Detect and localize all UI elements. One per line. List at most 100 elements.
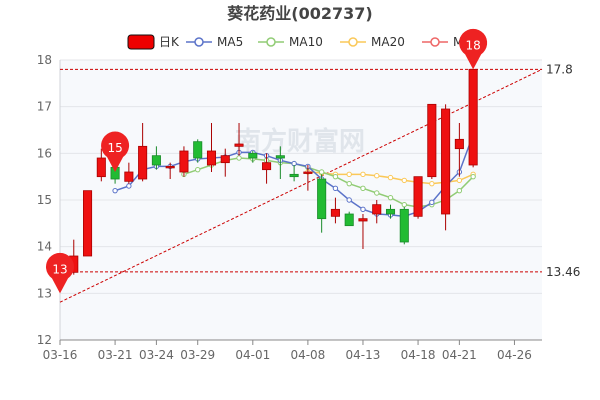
ma5-point <box>360 206 366 213</box>
ma10-point <box>195 166 201 173</box>
candle <box>83 190 93 257</box>
y-tick-label: 18 <box>37 53 52 67</box>
annotation-label: 17.8 <box>546 62 573 76</box>
y-tick-label: 15 <box>37 193 52 207</box>
candle <box>303 165 313 191</box>
ma10-point <box>387 194 394 201</box>
legend-swatch-dot <box>348 37 358 47</box>
ma10-point <box>401 201 407 208</box>
ma20-point <box>401 177 407 184</box>
x-tick-label: 03-24 <box>139 348 174 362</box>
candle <box>151 146 161 170</box>
candle-body <box>468 68 478 166</box>
y-axis: 12 13 14 15 16 17 18 <box>37 53 52 347</box>
x-tick-label: 03-29 <box>180 348 215 362</box>
candle <box>468 68 478 168</box>
ma10-point <box>318 169 325 175</box>
candle-body <box>399 208 409 243</box>
ma20-point <box>456 177 463 184</box>
candle-body <box>83 190 93 257</box>
candle <box>179 146 189 177</box>
candle <box>454 123 464 177</box>
ma5-point <box>112 187 118 194</box>
x-axis: 03-16 03-21 03-24 03-29 04-01 04-08 04-13 04-18… <box>43 339 542 362</box>
candle <box>344 211 354 227</box>
candle-body <box>413 176 423 217</box>
chart-title: 葵花药业(002737) <box>227 4 372 23</box>
candle-body <box>385 208 396 215</box>
pin-marker <box>101 131 130 172</box>
candle-body <box>220 155 230 164</box>
legend-swatch-dot <box>266 37 276 47</box>
candle <box>124 162 134 184</box>
legend-item-ma20[interactable]: MA20 <box>340 35 405 49</box>
legend-swatch-dot <box>430 37 440 47</box>
candle-body <box>427 103 437 178</box>
legend-label: MA5 <box>217 35 243 49</box>
x-tick-label: 04-01 <box>235 348 270 362</box>
x-tick-label: 03-21 <box>98 348 133 362</box>
legend[interactable]: 日KMA5MA10MA20MA30 <box>127 34 487 50</box>
ma5-point <box>126 183 132 189</box>
annotations: 17.8 13.46 <box>59 62 580 303</box>
legend-item-ma10[interactable]: MA10 <box>258 35 323 49</box>
ma10-line <box>183 157 474 208</box>
candle <box>441 104 451 231</box>
pin-marker <box>459 28 488 70</box>
candle <box>358 214 368 249</box>
candle <box>330 197 340 224</box>
pin-label: 15 <box>107 141 122 155</box>
candle-body <box>124 171 134 182</box>
x-tick-label: 04-08 <box>290 348 325 362</box>
candle <box>248 151 258 163</box>
ma10-point <box>236 155 242 161</box>
ma10-point <box>456 187 463 194</box>
candle-body <box>151 155 161 166</box>
price-pin: 15 <box>101 131 130 172</box>
candle <box>399 207 409 245</box>
candle <box>289 165 299 182</box>
ma20-point <box>360 171 366 178</box>
pin-label: 13 <box>52 262 67 276</box>
candle-body <box>330 208 340 217</box>
candle-body <box>372 204 382 215</box>
y-tick-label: 14 <box>37 240 52 254</box>
x-tick-label: 04-13 <box>346 348 381 362</box>
legend-label: MA20 <box>371 35 405 49</box>
candle-body <box>138 145 148 180</box>
candle <box>138 123 148 182</box>
x-tick-label: 04-18 <box>401 348 436 362</box>
x-tick-label: 04-21 <box>442 348 477 362</box>
ma5-point <box>332 185 339 192</box>
candle-body <box>358 218 368 222</box>
ma10-point <box>332 173 339 180</box>
candle <box>193 139 203 163</box>
candle-body <box>317 178 327 220</box>
legend-item-日k[interactable]: 日K <box>127 34 180 50</box>
candle-body <box>289 173 299 178</box>
ma20-point <box>387 174 394 181</box>
candle <box>96 148 106 182</box>
legend-item-ma5[interactable]: MA5 <box>186 35 243 49</box>
annotation-label: 13.46 <box>546 265 580 279</box>
legend-label: 日K <box>159 35 180 49</box>
ma20-point <box>374 173 380 179</box>
y-tick-label: 12 <box>37 333 52 347</box>
candle <box>317 174 327 233</box>
candle <box>206 123 217 172</box>
price-pins: 18 15 13 <box>46 28 488 294</box>
ma10-point <box>374 190 380 196</box>
candle <box>385 204 396 219</box>
candle <box>372 200 382 224</box>
candle-body <box>303 171 313 174</box>
watermark: 南方财富网 <box>235 126 365 157</box>
candle-body <box>248 152 258 159</box>
legend-swatch <box>127 34 155 50</box>
ma20-point <box>429 180 435 187</box>
candle-body <box>262 162 272 171</box>
ma5-point <box>346 197 352 203</box>
candle <box>234 123 244 156</box>
ma10-point <box>470 173 476 180</box>
pin-marker <box>46 252 74 294</box>
